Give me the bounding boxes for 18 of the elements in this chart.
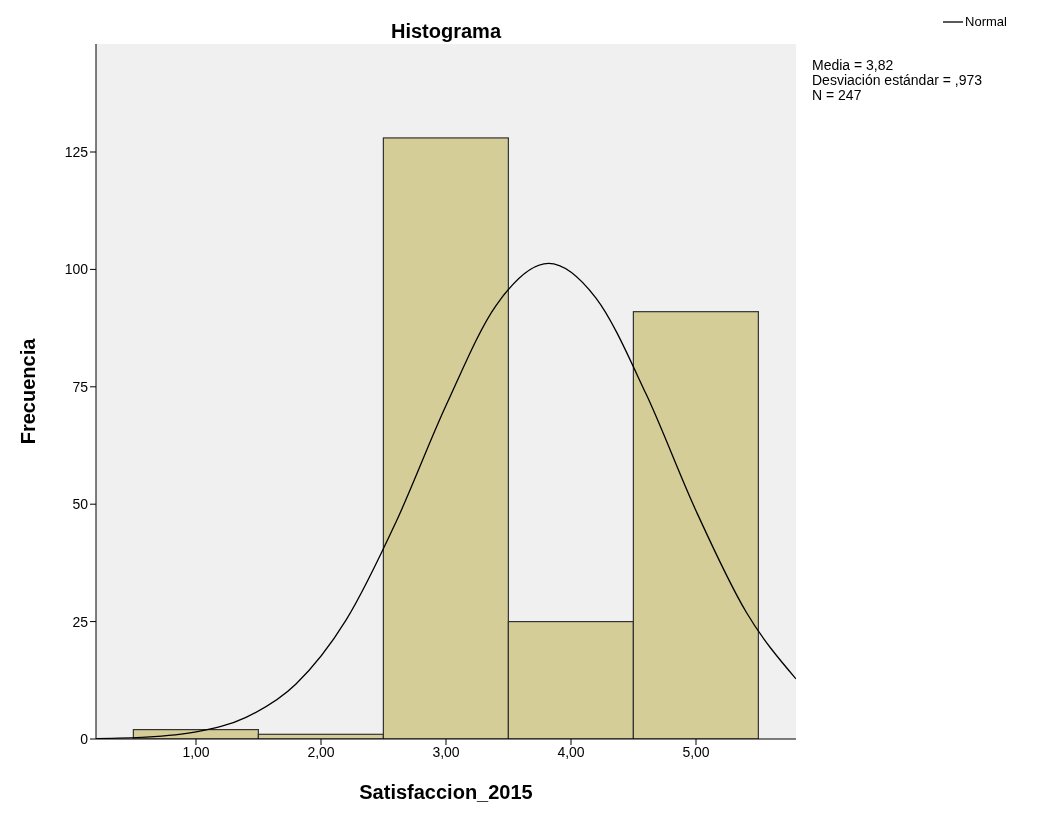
y-tick-label: 75: [72, 378, 89, 395]
text: Desviación estándar = ,973: [812, 72, 983, 88]
y-tick-label: 25: [72, 613, 89, 630]
y-tick-label: 50: [72, 496, 89, 513]
y-tick-label: 0: [80, 730, 89, 747]
x-axis-title: Satisfaccion_2015: [359, 781, 533, 803]
x-tick-label: 3,00: [432, 743, 460, 760]
y-axis-title: Frecuencia: [17, 337, 40, 445]
x-tick-label: 5,00: [682, 743, 710, 760]
x-tick-label: 4,00: [557, 743, 585, 760]
y-tick-label: 125: [64, 143, 89, 160]
x-tick-label: 1,00: [182, 743, 210, 760]
text: Media = 3,82: [812, 57, 895, 73]
legend-label: Normal: [965, 14, 1007, 29]
y-tick-label: 100: [64, 261, 89, 278]
x-tick-label: 2,00: [307, 743, 335, 760]
chart-title: Histograma: [390, 20, 503, 43]
text: N = 247: [812, 87, 863, 103]
